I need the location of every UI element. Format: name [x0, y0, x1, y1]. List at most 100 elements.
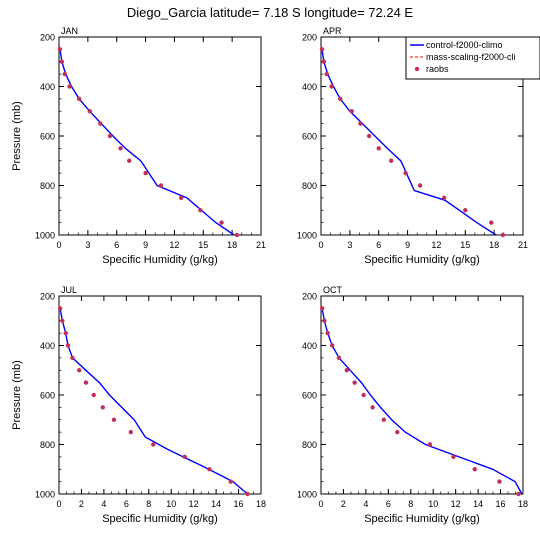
series-line-control-apr — [321, 49, 497, 236]
raobs-point-jul — [83, 380, 89, 385]
raobs-point-jul — [57, 306, 63, 311]
raobs-point-apr — [500, 232, 505, 238]
panel-label-jan: JAN — [61, 26, 78, 36]
x-tick-label-oct: 6 — [386, 499, 391, 509]
y-tick-label-jan: 600 — [40, 132, 55, 142]
x-tick-label-jul: 14 — [211, 499, 221, 509]
x-tick-label-jan: 12 — [169, 240, 179, 250]
y-tick-label-jul: 200 — [40, 292, 55, 302]
raobs-point-oct — [344, 368, 350, 373]
y-tick-label-jan: 1000 — [35, 231, 55, 241]
x-tick-label-jul: 12 — [189, 499, 199, 509]
panel-jul: 0 2 4 6 8 10 12 14 16 18 200 400 600 800 1000 JUL Specif… — [11, 285, 266, 525]
figure-title: Diego_Garcia latitude= 7.18 S longitude=… — [127, 5, 414, 20]
raobs-point-oct — [325, 330, 330, 336]
raobs-point-jul — [228, 479, 233, 484]
raobs-point-apr — [403, 170, 408, 176]
raobs-point-jan — [87, 109, 92, 114]
x-axis-label-oct: Specific Humidity (g/kg) — [364, 513, 480, 525]
y-tick-label-jul: 400 — [40, 341, 55, 351]
raobs-point-oct — [497, 479, 502, 484]
raobs-point-apr — [366, 133, 372, 139]
y-tick-label-jan: 200 — [40, 33, 55, 43]
x-tick-label-jan: 21 — [256, 240, 266, 250]
raobs-point-jan — [178, 195, 184, 201]
legend-swatch-raobs — [414, 66, 420, 72]
raobs-point-oct — [395, 429, 400, 435]
x-tick-label-oct: 0 — [318, 499, 323, 509]
x-tick-label-oct: 12 — [451, 499, 461, 509]
plot-frame-jul — [58, 295, 262, 495]
raobs-point-jul — [60, 318, 65, 323]
x-tick-label-jul: 6 — [124, 499, 129, 509]
raobs-point-jul — [70, 355, 75, 361]
raobs-point-oct — [381, 417, 387, 422]
legend-label-mass-scaling: mass-scaling-f2000-cli — [426, 52, 516, 62]
raobs-point-apr — [319, 47, 325, 52]
raobs-point-apr — [463, 208, 468, 213]
raobs-point-apr — [338, 96, 343, 102]
y-tick-label-oct: 1000 — [297, 490, 317, 500]
raobs-point-jul — [65, 343, 71, 348]
raobs-point-jan — [59, 59, 65, 64]
x-tick-label-jul: 16 — [234, 499, 244, 509]
raobs-point-jul — [151, 442, 156, 447]
y-tick-label-oct: 600 — [302, 391, 317, 401]
x-tick-label-jan: 9 — [143, 240, 148, 250]
x-tick-label-jul: 18 — [256, 499, 266, 509]
raobs-point-jan — [219, 220, 224, 225]
raobs-point-apr — [489, 220, 494, 225]
y-axis-label-jan: Pressure (mb) — [11, 101, 23, 171]
y-tick-label-apr: 200 — [302, 33, 317, 43]
x-tick-label-apr: 12 — [431, 240, 441, 250]
legend-box — [405, 36, 540, 80]
raobs-point-apr — [358, 121, 363, 126]
plot-frame-jan — [58, 36, 262, 236]
x-tick-label-jan: 15 — [198, 240, 208, 250]
raobs-point-jan — [158, 183, 164, 188]
y-tick-label-oct: 800 — [302, 440, 317, 450]
raobs-point-jul — [111, 417, 117, 422]
x-tick-label-jan: 0 — [56, 240, 61, 250]
legend-label-raobs: raobs — [426, 64, 449, 74]
series-line-control-jan — [59, 49, 235, 236]
raobs-point-oct — [336, 355, 342, 361]
x-tick-label-jul: 2 — [79, 499, 84, 509]
raobs-point-jul — [245, 491, 250, 497]
x-tick-label-apr: 9 — [405, 240, 410, 250]
x-tick-label-jul: 8 — [146, 499, 151, 509]
raobs-point-apr — [389, 158, 394, 163]
series-line-control-jul — [59, 308, 248, 495]
y-tick-label-jul: 1000 — [35, 490, 55, 500]
x-tick-label-oct: 10 — [428, 499, 438, 509]
panel-label-apr: APR — [323, 26, 342, 36]
x-tick-label-jan: 18 — [227, 240, 237, 250]
raobs-point-jan — [143, 170, 148, 176]
y-tick-label-apr: 800 — [302, 181, 317, 191]
x-tick-label-oct: 8 — [408, 499, 413, 509]
y-axis-label-jul: Pressure (mb) — [11, 360, 23, 430]
x-tick-label-oct: 4 — [363, 499, 368, 509]
raobs-point-apr — [349, 109, 354, 114]
x-tick-label-apr: 3 — [347, 240, 352, 250]
x-tick-label-jan: 3 — [85, 240, 90, 250]
raobs-point-jul — [100, 405, 105, 410]
raobs-point-jan — [118, 146, 123, 151]
y-tick-label-apr: 1000 — [297, 231, 317, 241]
raobs-point-jul — [128, 429, 134, 435]
raobs-point-jan — [234, 232, 240, 238]
raobs-point-jan — [198, 208, 203, 213]
x-tick-label-jul: 4 — [101, 499, 106, 509]
raobs-point-jan — [62, 71, 67, 77]
x-tick-label-apr: 15 — [460, 240, 470, 250]
legend: control-f2000-climo mass-scaling-f2000-c… — [405, 36, 540, 80]
raobs-point-jan — [107, 133, 113, 139]
x-tick-label-apr: 6 — [376, 240, 381, 250]
raobs-point-oct — [451, 454, 456, 460]
y-tick-label-jul: 800 — [40, 440, 55, 450]
y-tick-label-jan: 400 — [40, 82, 55, 92]
raobs-point-oct — [322, 318, 327, 323]
panel-apr: 0 3 6 9 12 15 18 21 200 400 600 800 1000 APR Specific … — [297, 26, 528, 266]
raobs-point-oct — [361, 392, 366, 398]
